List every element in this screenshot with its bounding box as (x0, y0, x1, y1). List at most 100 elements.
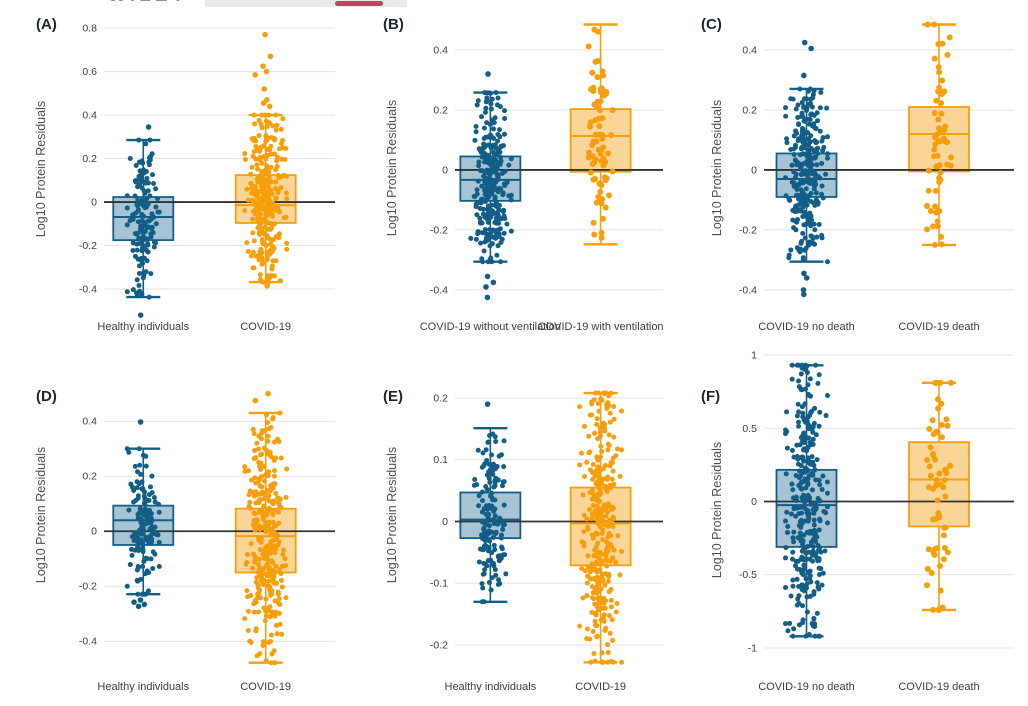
boxplot-svg: 0.4 0.2 0 -0.2 -0.4 Log10 Protein Residuals He… (34, 390, 335, 693)
y-tick-label: -1 (748, 642, 757, 654)
panel-c: (C) 0.4 0.2 0 -0.2 -0.4 Log10 Protein Residua… (686, 10, 1028, 350)
boxplot-svg: 0.2 0.1 0 -0.1 -0.2 Log10 Protein Residuals He… (385, 390, 663, 693)
panel-letter-e: (E) (383, 388, 403, 405)
outlier-point (137, 419, 144, 425)
y-tick-label: 0.2 (433, 104, 448, 116)
y-axis-label: Log10 Protein Residuals (385, 447, 399, 583)
outlier-point (266, 103, 273, 110)
outlier-point (262, 31, 268, 38)
category-label: Healthy individuals (97, 681, 189, 693)
panel-c-plot: 0.4 0.2 0 -0.2 -0.4 Log10 Protein Residuals CO… (686, 10, 1028, 350)
category-label: COVID-19 (240, 321, 291, 333)
y-axis-label: Log10 Protein Residuals (710, 442, 724, 578)
y-tick-label: 0.2 (433, 392, 448, 404)
y-tick-label: -0.4 (79, 284, 97, 296)
panel-f: (F) 1 0.5 0 -0.5 -1 Log10 Protein Residuals CO… (686, 350, 1028, 706)
y-tick-label: 0 (442, 516, 448, 528)
outlier-point (260, 100, 267, 106)
y-axis-label: Log10 Protein Residuals (34, 101, 48, 237)
y-tick-label: -0.4 (79, 636, 97, 648)
boxplot-svg: 0.4 0.2 0 -0.2 -0.4 Log10 Protein Residuals CO… (385, 23, 664, 333)
boxplot-svg: 1 0.5 0 -0.5 -1 Log10 Protein Residuals COVID-… (710, 350, 1014, 693)
outlier-point (137, 597, 144, 603)
panel-letter-b: (B) (383, 16, 404, 33)
y-tick-label: 0 (442, 164, 448, 176)
y-tick-label: 0.2 (742, 104, 757, 116)
y-tick-label: 0.4 (82, 110, 97, 122)
y-tick-label: -0.2 (79, 581, 97, 593)
outlier-point (131, 599, 137, 605)
y-tick-label: -0.2 (430, 224, 448, 236)
category-label: COVID-19 without ventilation (420, 321, 561, 333)
outlier-point (135, 603, 142, 610)
outlier-point (808, 45, 814, 52)
outlier-point (145, 124, 152, 130)
y-tick-label: 0 (91, 526, 97, 538)
panel-a: (A) 0.8 0.6 0.4 0.2 0 -0.2 -0.4 Log10 Protein R… (0, 10, 343, 350)
outlier-point (265, 390, 271, 397)
y-tick-label: 0.4 (742, 44, 757, 56)
outlier-point (485, 71, 491, 77)
wiley-logo-fragment: WILEY (108, 0, 198, 5)
y-tick-label: 0 (751, 164, 757, 176)
jitter-points-blue (124, 124, 162, 318)
outlier-point (483, 284, 489, 290)
jitter-points-orange (924, 21, 954, 248)
panel-letter-f: (F) (701, 388, 721, 405)
y-tick-label: 1 (751, 350, 757, 362)
jitter-points-orange (242, 390, 290, 666)
outlier-point (801, 72, 807, 79)
category-label: COVID-19 death (898, 321, 979, 333)
panel-letter-a: (A) (36, 16, 57, 33)
panel-d-plot: 0.4 0.2 0 -0.2 -0.4 Log10 Protein Residuals He… (0, 350, 343, 706)
y-tick-label: 0.2 (82, 471, 97, 483)
jitter-points-orange (585, 26, 616, 241)
y-tick-label: 0.8 (82, 23, 97, 35)
category-label: COVID-19 no death (758, 321, 855, 333)
y-axis-label: Log10 Protein Residuals (34, 447, 48, 583)
panel-b-plot: 0.4 0.2 0 -0.2 -0.4 Log10 Protein Residuals CO… (343, 10, 686, 350)
panel-e-plot: 0.2 0.1 0 -0.1 -0.2 Log10 Protein Residuals He… (343, 350, 686, 706)
category-label: Healthy individuals (97, 321, 189, 333)
category-label: COVID-19 death (898, 681, 979, 693)
outlier-point (803, 275, 810, 281)
outlier-point (267, 53, 274, 60)
jitter-points-orange (924, 379, 954, 613)
panel-letter-d: (D) (36, 388, 57, 405)
panel-e: (E) 0.2 0.1 0 -0.1 -0.2 Log10 Protein Residua… (343, 350, 686, 706)
panel-letter-c: (C) (701, 16, 722, 33)
jitter-points-blue (783, 39, 830, 298)
jitter-points-orange (577, 390, 625, 665)
y-tick-label: 0.5 (742, 423, 757, 435)
outlier-point (801, 270, 807, 277)
panel-a-plot: 0.8 0.6 0.4 0.2 0 -0.2 -0.4 Log10 Protein Resid… (0, 10, 343, 350)
y-tick-label: 0.1 (433, 454, 448, 466)
jitter-points-blue (471, 401, 509, 605)
outlier-point (141, 601, 148, 608)
outlier-point (252, 397, 259, 404)
outlier-point (484, 273, 491, 280)
panel-b: (B) 0.4 0.2 0 -0.2 -0.4 Log10 Protein Residua… (343, 10, 686, 350)
crossmark-badge[interactable] (335, 1, 383, 6)
y-tick-label: 0 (91, 197, 97, 209)
y-tick-label: 0 (751, 496, 757, 508)
category-label: COVID-19 no death (758, 681, 855, 693)
outlier-point (490, 279, 497, 286)
boxplot-svg: 0.8 0.6 0.4 0.2 0 -0.2 -0.4 Log10 Protein Resid… (34, 23, 335, 333)
wiley-logo-text: WILEY (108, 0, 198, 5)
panel-d: (D) 0.4 0.2 0 -0.2 -0.4 Log10 Protein Residua… (0, 350, 343, 706)
category-label: COVID-19 (240, 681, 291, 693)
outlier-point (260, 63, 266, 69)
y-tick-label: -0.1 (430, 578, 448, 590)
outlier-point (484, 401, 491, 407)
y-tick-label: -0.2 (430, 640, 448, 652)
panel-f-plot: 1 0.5 0 -0.5 -1 Log10 Protein Residuals COVID-… (686, 350, 1028, 706)
y-tick-label: 0.6 (82, 66, 97, 78)
boxplot-svg: 0.4 0.2 0 -0.2 -0.4 Log10 Protein Residuals CO… (710, 21, 1014, 333)
y-tick-label: -0.4 (739, 284, 757, 296)
header-toolbar-strip (205, 0, 407, 7)
outlier-point (801, 39, 808, 46)
y-tick-label: -0.2 (79, 240, 97, 252)
outlier-point (263, 68, 270, 75)
